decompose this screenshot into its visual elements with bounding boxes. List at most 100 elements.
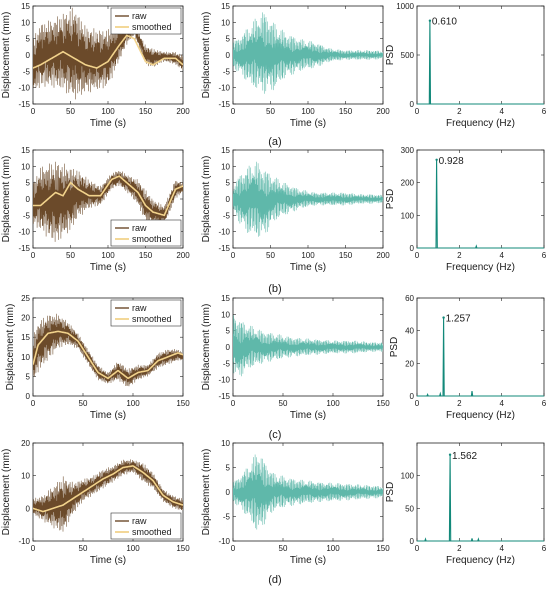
x-tick-label: 2 <box>457 107 462 116</box>
y-tick-label: 20 <box>21 439 30 448</box>
psd-series-line <box>417 159 544 249</box>
y-tick-label: 100 <box>401 211 415 220</box>
y-tick-label: -15 <box>18 100 30 109</box>
legend-smoothed-label: smoothed <box>132 527 172 537</box>
y-tick-label: 15 <box>221 146 230 155</box>
x-tick-label: 200 <box>176 107 190 116</box>
y-tick-label: 0 <box>226 51 231 60</box>
y-tick-label: -10 <box>18 84 30 93</box>
x-tick-label: 0 <box>231 399 236 408</box>
y-tick-label: 0 <box>226 343 231 352</box>
raw-series-line <box>33 7 183 100</box>
y-tick-label: -10 <box>218 537 230 546</box>
x-tick-label: 0 <box>415 107 420 116</box>
y-tick-label: 10 <box>21 162 30 171</box>
y-tick-label: 15 <box>221 294 230 303</box>
y-axis-label: Displacement (mm) <box>201 156 212 243</box>
y-tick-label: 20 <box>21 314 30 323</box>
y-tick-label: 10 <box>221 162 230 171</box>
subfigure-caption: (d) <box>268 574 281 586</box>
legend-raw-label: raw <box>132 223 147 233</box>
legend-box <box>110 7 182 35</box>
y-tick-label: -10 <box>18 537 30 546</box>
legend-raw-label: raw <box>132 516 147 526</box>
y-axis-label: Displacement (mm) <box>201 449 212 536</box>
x-tick-label: 50 <box>79 544 88 553</box>
x-tick-label: 100 <box>326 399 340 408</box>
displacement-panel: 0 50 100 150 0 5 10 15 20 25 Time (s) Displacement … <box>5 294 190 421</box>
y-tick-label: 15 <box>21 333 30 342</box>
y-axis-label: Displacement (mm) <box>1 449 12 536</box>
y-tick-label: -5 <box>223 67 231 76</box>
smoothed-series-line <box>33 330 183 380</box>
x-tick-label: 0 <box>31 544 36 553</box>
x-tick-label: 100 <box>126 544 140 553</box>
filtered-series-line <box>233 12 383 94</box>
smoothed-series-line <box>33 34 183 69</box>
x-tick-label: 0 <box>231 544 236 553</box>
x-tick-label: 50 <box>66 251 75 260</box>
x-axis-label: Time (s) <box>290 262 326 273</box>
x-tick-label: 100 <box>101 107 115 116</box>
legend-smoothed-label: smoothed <box>132 314 172 324</box>
psd-series-line <box>417 20 544 105</box>
y-tick-label: 5 <box>26 372 31 381</box>
y-tick-label: -5 <box>223 359 231 368</box>
y-tick-label: 0 <box>226 195 231 204</box>
y-tick-label: 10 <box>21 18 30 27</box>
x-tick-label: 6 <box>542 251 547 260</box>
x-axis-label: Time (s) <box>290 555 326 566</box>
x-tick-label: 50 <box>266 107 275 116</box>
psd-peak-label: 1.562 <box>452 451 477 462</box>
psd-peak-label: 0.928 <box>439 156 464 167</box>
x-tick-label: 2 <box>457 399 462 408</box>
raw-series-line <box>33 161 183 242</box>
y-axis-label: PSD <box>385 482 396 503</box>
x-tick-label: 0 <box>31 107 36 116</box>
y-tick-label: 0 <box>226 488 231 497</box>
y-tick-label: 5 <box>226 179 231 188</box>
x-tick-label: 100 <box>101 251 115 260</box>
x-tick-label: 0 <box>231 251 236 260</box>
psd-peak-marker <box>435 158 438 161</box>
y-axis-label: PSD <box>385 45 396 66</box>
x-axis-label: Time (s) <box>90 118 126 129</box>
y-tick-label: 0 <box>410 392 415 401</box>
subfigure-caption: (a) <box>268 136 281 148</box>
x-tick-label: 50 <box>266 251 275 260</box>
x-tick-label: 4 <box>499 544 504 553</box>
filtered-series-line <box>233 454 383 530</box>
x-axis-label: Time (s) <box>90 555 126 566</box>
y-tick-label: 1000 <box>396 2 414 11</box>
x-tick-label: 0 <box>415 251 420 260</box>
filtered-panel: 0 50 100 150 200 -15 -10 -5 0 5 10 15 Time (s) Displa… <box>201 146 390 273</box>
y-tick-label: 15 <box>21 146 30 155</box>
y-tick-label: 0 <box>410 537 415 546</box>
x-tick-label: 150 <box>176 399 190 408</box>
y-tick-label: 5 <box>26 35 31 44</box>
y-tick-label: 10 <box>21 353 30 362</box>
smoothed-series-line <box>33 465 183 513</box>
x-axis-label: Frequency (Hz) <box>446 118 515 129</box>
y-tick-label: 0 <box>26 51 31 60</box>
x-tick-label: 150 <box>339 251 353 260</box>
axes-frame <box>32 442 184 542</box>
axes-frame <box>416 297 545 397</box>
y-axis-label: PSD <box>389 337 400 358</box>
y-tick-label: 15 <box>221 2 230 11</box>
y-tick-label: 300 <box>401 146 415 155</box>
legend-smoothed-label: smoothed <box>132 234 172 244</box>
legend-box <box>110 219 182 247</box>
y-tick-label: 0 <box>26 504 31 513</box>
legend-box <box>110 299 182 327</box>
x-tick-label: 4 <box>499 399 504 408</box>
x-axis-label: Time (s) <box>90 410 126 421</box>
y-tick-label: -5 <box>23 211 31 220</box>
x-tick-label: 150 <box>376 399 390 408</box>
